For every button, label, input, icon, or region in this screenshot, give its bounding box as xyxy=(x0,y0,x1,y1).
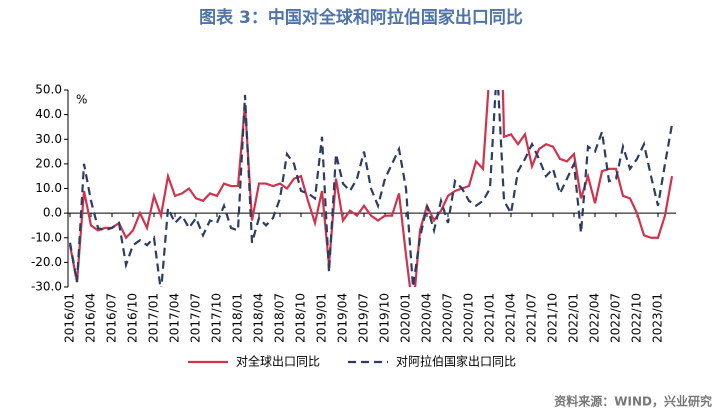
x-tick-label: 2022/01 xyxy=(567,293,581,343)
x-tick-label: 2016/10 xyxy=(126,293,140,343)
y-tick-label: -30.0 xyxy=(31,280,62,294)
y-tick-label: 30.0 xyxy=(35,132,62,146)
y-tick-label: -20.0 xyxy=(31,255,62,269)
x-tick-label: 2021/10 xyxy=(546,293,560,343)
x-tick-label: 2018/01 xyxy=(231,293,245,343)
x-tick-label: 2021/04 xyxy=(504,293,518,343)
x-tick-label: 2017/01 xyxy=(147,293,161,343)
x-tick-label: 2019/01 xyxy=(315,293,329,343)
x-tick-label: 2023/01 xyxy=(651,293,665,343)
x-tick-label: 2021/07 xyxy=(525,293,539,343)
y-unit: % xyxy=(76,93,87,107)
x-tick-label: 2018/10 xyxy=(294,293,308,343)
x-tick-label: 2017/04 xyxy=(168,293,182,343)
x-tick-label: 2019/07 xyxy=(357,293,371,343)
chart-title: 图表 3：中国对全球和阿拉伯国家出口同比 xyxy=(199,7,523,28)
x-tick-label: 2016/01 xyxy=(63,293,77,343)
legend-label: 对全球出口同比 xyxy=(236,354,320,369)
x-tick-label: 2018/04 xyxy=(252,293,266,343)
x-tick-label: 2020/04 xyxy=(420,293,434,343)
x-tick-label: 2019/10 xyxy=(378,293,392,343)
x-tick-label: 2020/10 xyxy=(462,293,476,343)
y-tick-label: -10.0 xyxy=(31,230,62,244)
y-tick-label: 20.0 xyxy=(35,156,62,170)
x-tick-label: 2019/04 xyxy=(336,293,350,343)
x-tick-label: 2022/04 xyxy=(588,293,602,343)
y-tick-label: 10.0 xyxy=(35,181,62,195)
source: 资料来源：WIND，兴业研究 xyxy=(554,394,712,409)
x-tick-label: 2016/07 xyxy=(105,293,119,343)
x-tick-label: 2021/01 xyxy=(483,293,497,343)
x-tick-label: 2022/07 xyxy=(609,293,623,343)
line xyxy=(68,90,674,287)
y-tick-label: 0.0 xyxy=(43,206,62,220)
line xyxy=(68,90,674,287)
x-tick-label: 2017/07 xyxy=(189,293,203,343)
x-tick-label: 2020/01 xyxy=(399,293,413,343)
y-tick-label: 50.0 xyxy=(35,83,62,97)
x-tick-label: 2020/07 xyxy=(441,293,455,343)
x-tick-label: 2016/04 xyxy=(84,293,98,343)
x-tick-label: 2022/10 xyxy=(630,293,644,343)
legend-label: 对阿拉伯国家出口同比 xyxy=(396,354,516,369)
x-tick-label: 2017/10 xyxy=(210,293,224,343)
x-tick-label: 2018/07 xyxy=(273,293,287,343)
y-tick-label: 40.0 xyxy=(35,107,62,121)
